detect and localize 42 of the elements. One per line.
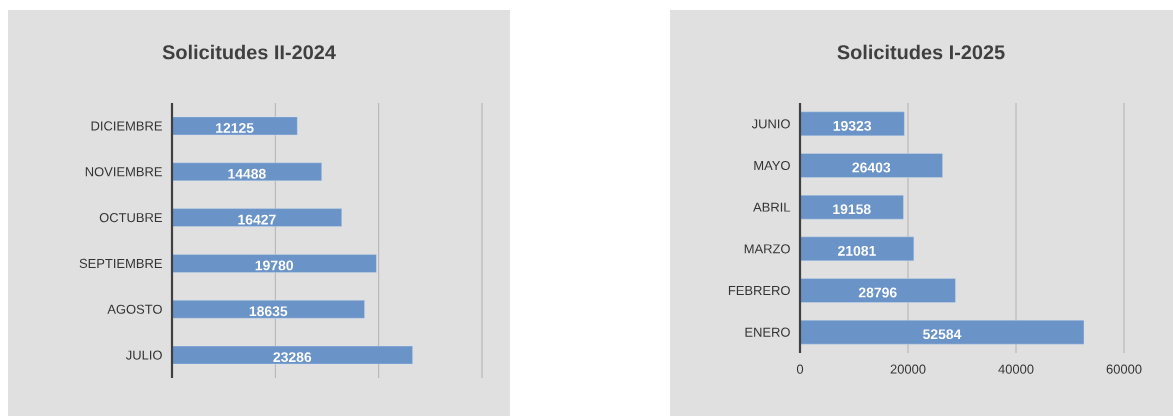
bar: [799, 319, 1085, 345]
data-label: 14488: [228, 168, 266, 179]
data-label: 19323: [833, 120, 872, 131]
bar: [799, 111, 905, 137]
chart-title: Solicitudes II-2024: [162, 44, 336, 60]
y-tick-label: MARZO: [744, 244, 790, 254]
bar: [171, 162, 322, 181]
y-tick-label: ENERO: [745, 327, 790, 337]
y-tick-label: AGOSTO: [107, 304, 162, 314]
x-tick-label: 60000: [1106, 364, 1142, 374]
data-label: 19780: [255, 260, 294, 271]
y-tick-label: OCTUBRE: [99, 213, 162, 223]
y-tick-label: MAYO: [754, 160, 790, 171]
x-tick-label: 40000: [998, 364, 1034, 374]
x-tick-label: 20000: [890, 364, 926, 374]
data-label: 52584: [923, 329, 962, 340]
y-tick-label: JULIO: [125, 350, 162, 360]
bar: [799, 236, 915, 262]
data-label: 16427: [238, 214, 276, 225]
y-tick-label: ABRIL: [753, 202, 791, 212]
data-label: 28796: [858, 287, 897, 298]
y-tick-label: FEBRERO: [728, 285, 790, 296]
bar: [171, 116, 298, 136]
bar: [171, 300, 365, 319]
y-tick-label: JUNIO: [751, 119, 790, 129]
bar: [799, 153, 943, 178]
data-label: 26403: [852, 162, 891, 173]
bar: [799, 278, 956, 303]
data-label: 21081: [838, 245, 876, 256]
bar: [171, 254, 377, 273]
y-tick-label: SEPTIEMBRE: [79, 258, 162, 269]
chart-title: Solicitudes I-2025: [837, 44, 1005, 60]
data-label: 23286: [273, 352, 312, 363]
x-tick-label: 0: [796, 364, 804, 374]
y-tick-label: DICIEMBRE: [91, 121, 162, 131]
bar: [171, 208, 342, 227]
bar: [799, 194, 904, 220]
data-label: 12125: [216, 122, 254, 133]
data-label: 18635: [249, 306, 288, 317]
y-tick-label: NOVIEMBRE: [85, 167, 162, 177]
bar: [171, 345, 413, 365]
data-label: 19158: [833, 204, 871, 215]
